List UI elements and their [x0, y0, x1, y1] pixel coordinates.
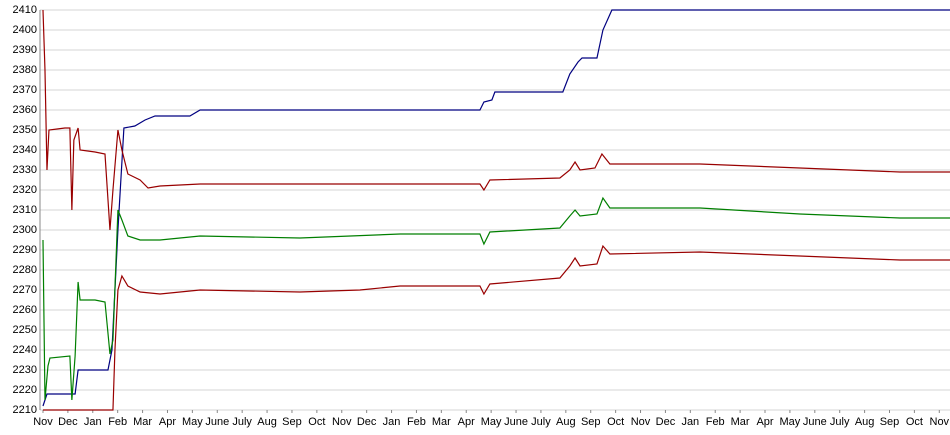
y-tick-label: 2210 [13, 404, 37, 416]
x-tick-label: May [481, 416, 502, 428]
x-tick-label: Aug [257, 416, 277, 428]
x-tick-label: Feb [108, 416, 127, 428]
y-tick-label: 2320 [13, 184, 37, 196]
x-tick-label: Aug [556, 416, 576, 428]
x-tick-label: Feb [407, 416, 426, 428]
x-tick-label: June [205, 416, 229, 428]
x-tick-label: May [182, 416, 203, 428]
y-tick-label: 2250 [13, 324, 37, 336]
series-line [42, 9, 950, 407]
x-tick-label: Nov [930, 416, 950, 428]
x-tick-label: Feb [706, 416, 725, 428]
x-tick-label: Sep [282, 416, 302, 428]
series-line [42, 9, 950, 231]
x-tick-label: Dec [58, 416, 78, 428]
x-tick-label: July [531, 416, 551, 428]
y-tick-label: 2380 [13, 64, 37, 76]
x-tick-label: July [830, 416, 850, 428]
y-tick-label: 2290 [13, 244, 37, 256]
x-tick-label: Mar [133, 416, 152, 428]
y-tick-label: 2330 [13, 164, 37, 176]
x-tick-label: Mar [432, 416, 451, 428]
x-tick-label: June [504, 416, 528, 428]
y-tick-label: 2390 [13, 44, 37, 56]
x-tick-label: Dec [357, 416, 377, 428]
y-tick-label: 2400 [13, 24, 37, 36]
x-tick-label: Oct [906, 416, 923, 428]
x-tick-label: Jan [383, 416, 401, 428]
x-tick-label: June [803, 416, 827, 428]
y-tick-label: 2270 [13, 284, 37, 296]
x-tick-label: Sep [880, 416, 900, 428]
y-tick-label: 2260 [13, 304, 37, 316]
y-tick-label: 2350 [13, 124, 37, 136]
x-tick-label: Mar [731, 416, 750, 428]
y-tick-label: 2240 [13, 344, 37, 356]
x-tick-label: Apr [756, 416, 773, 428]
x-tick-label: May [780, 416, 801, 428]
x-tick-label: July [232, 416, 252, 428]
x-tick-label: Apr [159, 416, 176, 428]
y-tick-label: 2230 [13, 364, 37, 376]
x-tick-label: Nov [332, 416, 352, 428]
series-line [42, 196, 950, 401]
x-tick-label: Jan [84, 416, 102, 428]
x-tick-label: Dec [656, 416, 676, 428]
y-tick-label: 2360 [13, 104, 37, 116]
x-tick-label: Oct [308, 416, 325, 428]
x-tick-label: Aug [855, 416, 875, 428]
y-tick-label: 2220 [13, 384, 37, 396]
y-tick-label: 2410 [13, 4, 37, 16]
x-tick-label: Oct [607, 416, 624, 428]
y-tick-label: 2310 [13, 204, 37, 216]
x-tick-label: Apr [458, 416, 475, 428]
x-tick-label: Nov [631, 416, 651, 428]
y-tick-label: 2280 [13, 264, 37, 276]
x-tick-label: Nov [33, 416, 53, 428]
y-tick-label: 2340 [13, 144, 37, 156]
y-tick-label: 2370 [13, 84, 37, 96]
x-tick-label: Jan [681, 416, 699, 428]
y-tick-label: 2300 [13, 224, 37, 236]
x-tick-label: Sep [581, 416, 601, 428]
series-line [42, 244, 950, 411]
